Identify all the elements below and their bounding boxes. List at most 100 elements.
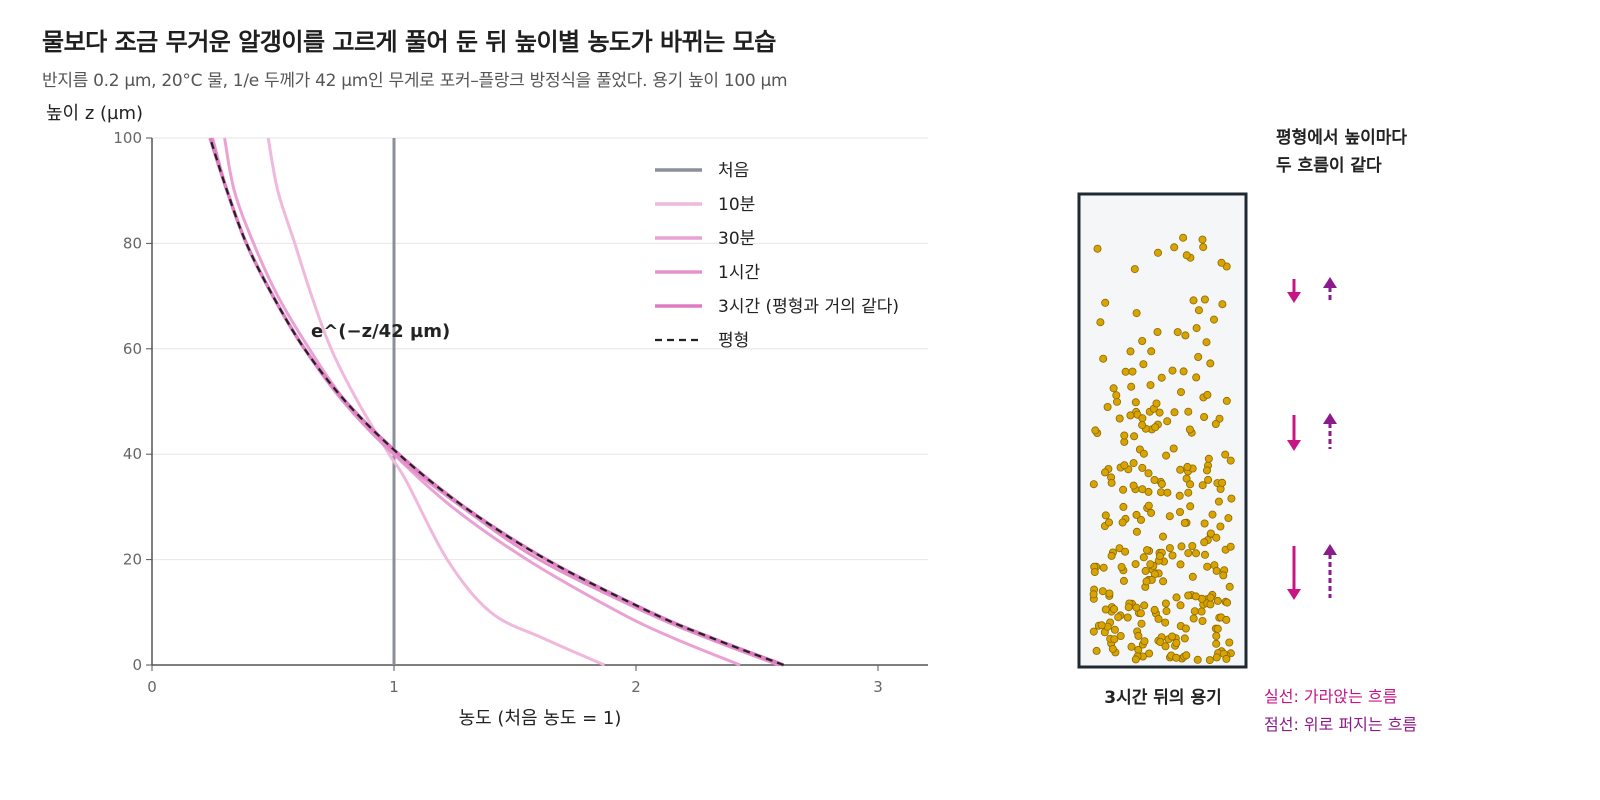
particle	[1127, 642, 1136, 651]
particle	[1200, 412, 1209, 421]
particle	[1127, 382, 1136, 391]
particle	[1222, 615, 1231, 624]
particle	[1161, 642, 1170, 651]
particle	[1203, 562, 1212, 571]
particle	[1226, 542, 1235, 551]
page-subtitle: 반지름 0.2 µm, 20°C 물, 1/e 두께가 42 µm인 무게로 포…	[42, 71, 788, 91]
particle	[1101, 298, 1110, 307]
particle	[1110, 635, 1119, 644]
particle	[1098, 587, 1107, 596]
particle	[1132, 527, 1141, 536]
particle	[1105, 589, 1114, 598]
particle	[1214, 497, 1223, 506]
particle	[1132, 510, 1141, 519]
particle	[1172, 653, 1181, 662]
particle	[1138, 421, 1147, 430]
particle	[1168, 551, 1177, 560]
particle	[1109, 384, 1118, 393]
particle	[1134, 631, 1143, 640]
particle	[1192, 549, 1201, 558]
particle	[1097, 621, 1106, 630]
particle	[1206, 593, 1215, 602]
particle	[1115, 414, 1124, 423]
particle	[1117, 563, 1126, 572]
particle	[1188, 542, 1197, 551]
particle	[1110, 605, 1119, 614]
particle	[1183, 462, 1192, 471]
particle	[1162, 451, 1171, 460]
particle	[1154, 614, 1163, 623]
particle	[1101, 511, 1110, 520]
particle	[1175, 491, 1184, 500]
diffusion-arrow-head-2	[1323, 544, 1337, 555]
particle	[1119, 485, 1128, 494]
particle	[1157, 373, 1166, 382]
particle	[1200, 538, 1209, 547]
particle	[1159, 532, 1168, 541]
series-line-4	[208, 137, 785, 667]
particle	[1193, 655, 1202, 664]
y-tick-label-5: 100	[113, 129, 142, 147]
particle	[1198, 235, 1207, 244]
particle	[1185, 425, 1194, 434]
legend-label-1: 10분	[718, 195, 755, 215]
particle	[1126, 347, 1135, 356]
particle	[1218, 300, 1227, 309]
particle	[1144, 469, 1153, 478]
particle	[1099, 563, 1108, 572]
particle	[1101, 468, 1110, 477]
particle	[1103, 402, 1112, 411]
particle	[1199, 243, 1208, 252]
container-panel: 평형에서 높이마다 두 흐름이 같다 3시간 뒤의 용기 실선: 가라앉는 흐름…	[1077, 127, 1417, 734]
y-tick-label-1: 20	[123, 551, 142, 569]
particle	[1112, 391, 1121, 400]
particle	[1188, 572, 1197, 581]
particle	[1138, 485, 1147, 494]
particle	[1131, 655, 1140, 664]
particle	[1218, 478, 1227, 487]
particle	[1115, 544, 1124, 553]
particle	[1108, 644, 1117, 653]
particle	[1092, 646, 1101, 655]
particle	[1138, 414, 1147, 423]
particle	[1213, 596, 1222, 605]
particle	[1124, 603, 1133, 612]
y-tick-label-4: 80	[123, 234, 142, 252]
particle	[1121, 547, 1130, 556]
legend-label-3: 1시간	[718, 263, 760, 283]
particle	[1129, 459, 1138, 468]
particle	[1206, 600, 1215, 609]
particle	[1132, 309, 1141, 318]
series-layer	[208, 137, 785, 667]
particle	[1091, 426, 1100, 435]
series-line-2	[223, 137, 741, 667]
particle	[1169, 444, 1178, 453]
particle	[1225, 582, 1234, 591]
panel-heading-line2: 두 흐름이 같다	[1276, 156, 1382, 176]
particle	[1156, 638, 1165, 647]
particle	[1224, 514, 1233, 523]
y-tick-label-0: 0	[132, 656, 142, 674]
particle	[1203, 390, 1212, 399]
particle	[1161, 618, 1170, 627]
particle	[1138, 336, 1147, 345]
particle	[1168, 632, 1177, 641]
particle	[1090, 568, 1099, 577]
particle	[1159, 577, 1168, 586]
legend-label-2: 30분	[718, 229, 755, 249]
particle	[1161, 599, 1170, 608]
series-line-5	[209, 137, 784, 667]
particle	[1136, 609, 1145, 618]
particle	[1189, 614, 1198, 623]
particle	[1131, 398, 1140, 407]
particle	[1151, 423, 1160, 432]
particle	[1170, 243, 1179, 252]
x-tick-label-3: 3	[873, 678, 883, 696]
legend-dashed-note: 점선: 위로 퍼지는 흐름	[1264, 715, 1417, 734]
particle	[1152, 399, 1161, 408]
particle	[1184, 488, 1193, 497]
particle	[1180, 634, 1189, 643]
particle	[1184, 549, 1193, 558]
particle	[1227, 494, 1236, 503]
particle	[1146, 381, 1155, 390]
